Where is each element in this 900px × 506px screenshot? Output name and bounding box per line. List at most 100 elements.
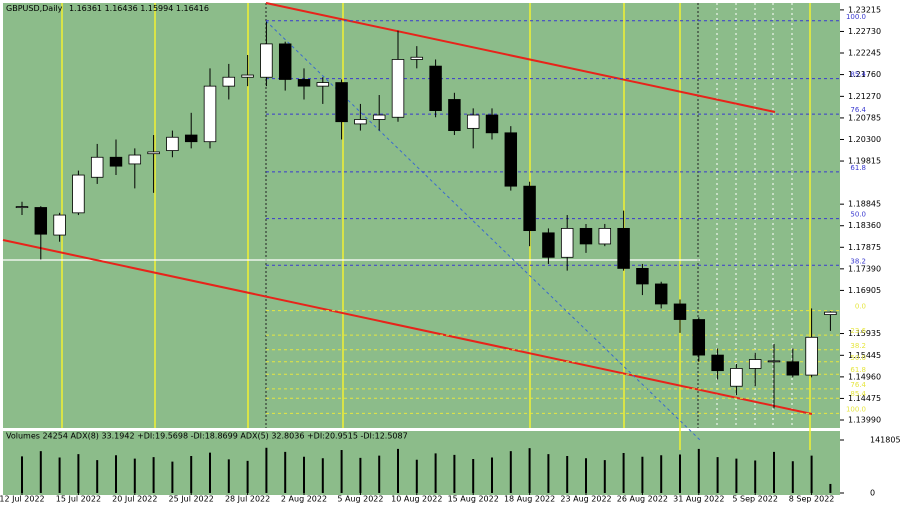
candle-body [711, 354, 724, 372]
fib-label: 100.0 [846, 405, 866, 413]
fib-label: 85.4 [850, 71, 866, 79]
candle-body [673, 303, 687, 320]
candle-body [372, 114, 386, 120]
candle-body [166, 136, 179, 151]
x-tick-label: 15 Aug 2022 [448, 495, 499, 504]
candle-body [504, 132, 518, 187]
candle-body [692, 319, 706, 356]
candle-body [560, 227, 574, 258]
y-tick-label: 1.15935 [848, 329, 881, 338]
price-panel [3, 3, 840, 428]
session-lines [61, 3, 811, 450]
candle-body [278, 43, 292, 80]
x-tick-label: 31 Aug 2022 [673, 495, 724, 504]
fib-label: 76.4 [850, 381, 866, 389]
x-tick-label: 28 Jul 2022 [225, 495, 270, 504]
candle-body [391, 59, 405, 118]
x-tick-label: 12 Jul 2022 [0, 495, 45, 504]
fib-label: 38.2 [850, 257, 866, 265]
y-tick-label: 1.13990 [848, 415, 881, 424]
candle-body [598, 227, 612, 245]
y-tick-label: 1.14475 [848, 394, 881, 403]
fib-trend [265, 20, 701, 441]
x-tick-label: 15 Jul 2022 [56, 495, 101, 504]
fib-label: 50.0 [850, 211, 866, 219]
y-tick-label: 1.16905 [848, 286, 881, 295]
y-tick-label: 0 [870, 489, 875, 498]
x-tick-label: 2 Aug 2022 [281, 495, 327, 504]
y-tick-label: 1.18360 [848, 221, 881, 230]
candle-body [15, 206, 29, 209]
fib-label: 100.0 [846, 13, 866, 21]
x-tick-label: 10 Aug 2022 [391, 495, 442, 504]
y-tick-label: 1.15445 [848, 351, 881, 360]
candle-body [184, 134, 198, 143]
x-tick-label: 26 Aug 2022 [617, 495, 668, 504]
candle-body [579, 227, 593, 245]
volume-header: Volumes 24254 ADX(8) 33.1942 +DI:19.5698… [6, 432, 408, 441]
candle-body [128, 154, 142, 165]
candle-body [485, 114, 499, 134]
channel-line [2, 239, 813, 415]
candle-body [72, 174, 85, 214]
candle-body [297, 79, 311, 87]
candle-body [203, 85, 217, 143]
candle-body [466, 114, 480, 129]
fib-label: 61.8 [850, 164, 866, 172]
symbol-header: GBPUSD,Daily 1.16361 1.16436 1.15994 1.1… [6, 4, 209, 13]
x-tick-label: 20 Jul 2022 [112, 495, 157, 504]
candle-body [767, 360, 781, 363]
y-tick-label: 1.18845 [848, 200, 881, 209]
y-tick-label: 1.20300 [848, 135, 881, 144]
y-tick-label: 1.20785 [848, 113, 881, 122]
y-tick-label: 1.14960 [848, 372, 881, 381]
candle-body [523, 185, 536, 232]
candle-body [109, 156, 123, 167]
candle-body [805, 336, 818, 376]
candle-body [354, 119, 367, 125]
y-tick-label: 1.22730 [848, 27, 881, 36]
candle-body [260, 43, 273, 78]
candle-body [222, 76, 236, 87]
x-tick-label: 8 Sep 2022 [789, 495, 835, 504]
candle-body [53, 214, 66, 236]
y-tick-label: 1.23215 [848, 5, 881, 14]
y-tick-label: 1.21760 [848, 70, 881, 79]
y-tick-label: 1.19815 [848, 157, 881, 166]
y-tick-label: 1.21270 [848, 92, 881, 101]
candle-body [410, 56, 424, 60]
y-tick-label: 1.17875 [848, 243, 881, 252]
fib-label: 61.8 [850, 366, 866, 374]
candle-body [316, 82, 330, 87]
y-tick-label: 1.22245 [848, 49, 881, 58]
dotted-verticals [716, 3, 793, 428]
candle-body [617, 227, 630, 269]
candle-body [730, 368, 743, 387]
x-tick-label: 23 Aug 2022 [560, 495, 611, 504]
fib-label: 0.0 [855, 303, 866, 311]
fib-label: 85.4 [850, 390, 866, 398]
candle-body [429, 65, 442, 111]
candle-body [147, 151, 160, 155]
fib-label: 50.0 [850, 354, 866, 362]
candle-body [34, 207, 48, 235]
candle-body [90, 156, 104, 178]
fib-label: 23.6 [850, 327, 866, 335]
candle-body [241, 74, 254, 78]
fib-label: 76.4 [850, 106, 866, 114]
candle-body [786, 361, 800, 376]
candle-body [542, 232, 555, 258]
y-tick-label: 141805 [870, 436, 900, 445]
x-tick-label: 5 Aug 2022 [337, 495, 383, 504]
fib-label: 38.2 [850, 342, 866, 350]
x-tick-label: 5 Sep 2022 [732, 495, 778, 504]
volume-panel [3, 431, 840, 495]
candle-body [335, 82, 348, 123]
candle-body [654, 283, 668, 305]
candle-body [448, 99, 461, 131]
candle-body [636, 268, 649, 285]
candle-body [748, 359, 762, 369]
y-tick-label: 1.17390 [848, 264, 881, 273]
x-tick-label: 25 Jul 2022 [169, 495, 214, 504]
